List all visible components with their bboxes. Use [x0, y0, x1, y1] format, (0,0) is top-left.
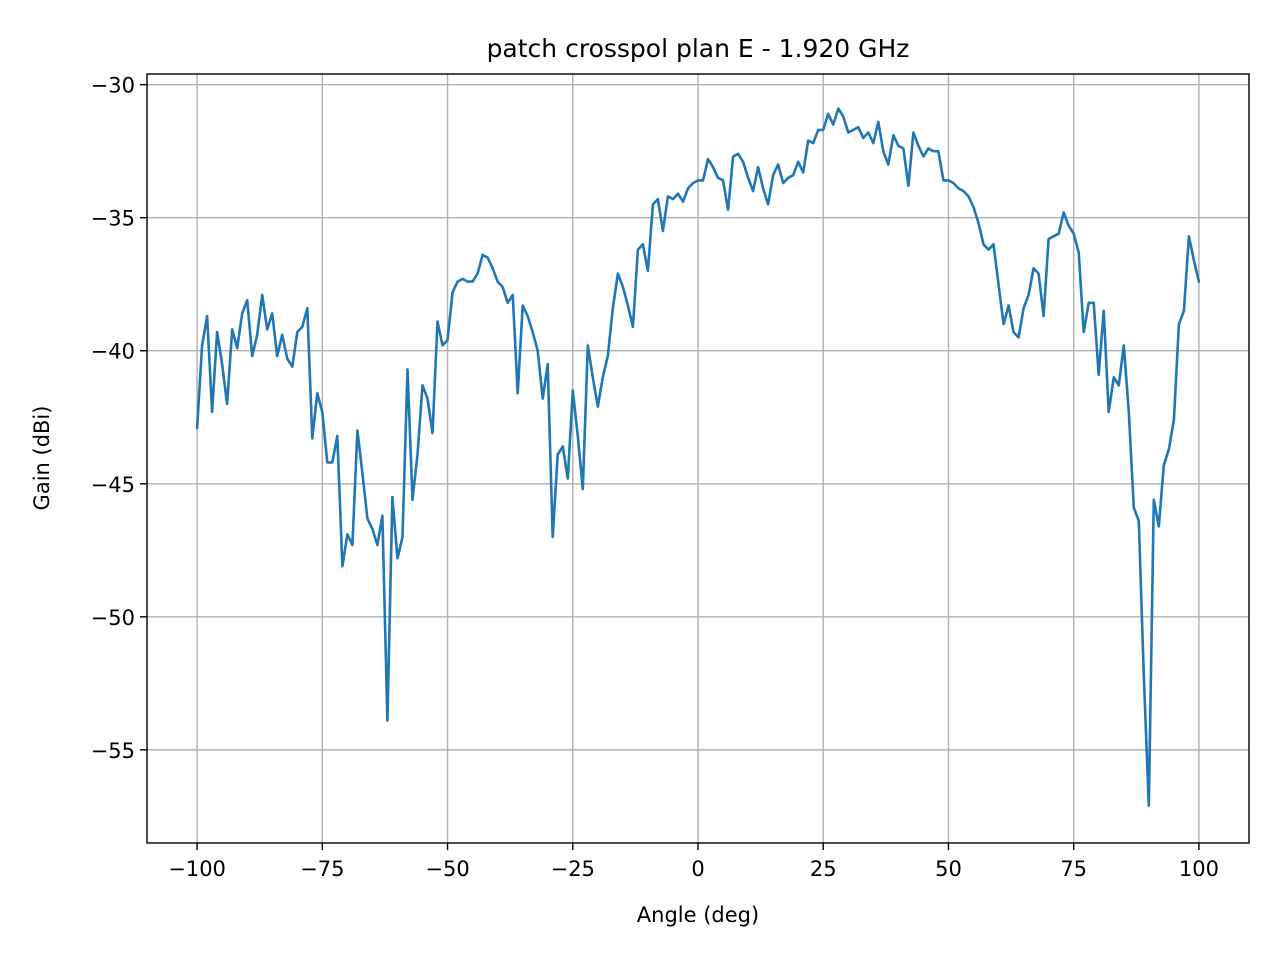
y-tick-label: −50 [91, 606, 135, 630]
y-axis-label: Gain (dBi) [30, 406, 54, 511]
y-tick-label: −40 [91, 340, 135, 364]
x-tick-label: 25 [810, 857, 837, 881]
x-tick-label: −100 [168, 857, 226, 881]
axis-ticks: −100 −75 −50 −25 0 25 50 75 100 −55 −50 −45 −40 −35 −3… [91, 74, 1219, 881]
x-tick-label: −25 [551, 857, 595, 881]
x-tick-label: 50 [935, 857, 962, 881]
y-tick-label: −35 [91, 207, 135, 231]
series-layer [195, 107, 1201, 808]
chart-title: patch crosspol plan E - 1.920 GHz [487, 34, 910, 63]
y-tick-label: −45 [91, 473, 135, 497]
x-tick-label: −50 [425, 857, 469, 881]
series-line [195, 107, 1201, 808]
x-tick-label: 0 [691, 857, 704, 881]
x-tick-label: 100 [1179, 857, 1219, 881]
x-tick-label: 75 [1060, 857, 1087, 881]
x-axis-label: Angle (deg) [637, 903, 759, 927]
y-tick-label: −30 [91, 74, 135, 98]
x-tick-label: −75 [300, 857, 344, 881]
plot-frame [146, 73, 1250, 844]
y-tick-label: −55 [91, 739, 135, 763]
